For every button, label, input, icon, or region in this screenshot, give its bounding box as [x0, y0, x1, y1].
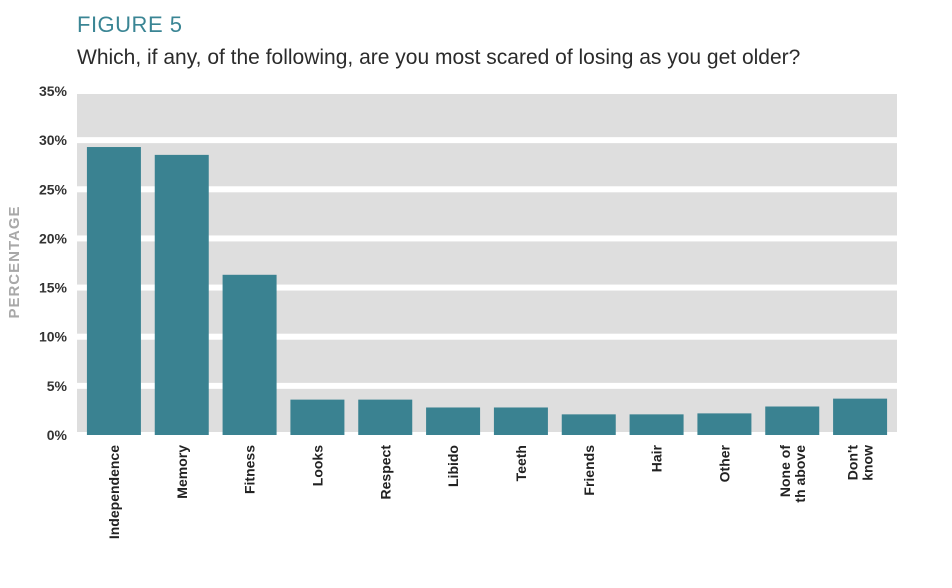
chart-title: Which, if any, of the following, are you… — [77, 46, 801, 69]
y-axis-ticks: 0% 5% 10% 15% 20% 25% 30% 35% — [39, 83, 68, 443]
x-tick-label-line: Fitness — [242, 445, 258, 494]
grid-band — [77, 192, 897, 236]
bar — [154, 154, 209, 435]
x-tick-label: Libido — [445, 445, 461, 487]
y-tick-label: 35% — [39, 83, 68, 99]
x-tick-label: Hair — [649, 444, 665, 472]
y-tick-label: 5% — [47, 378, 68, 394]
figure-label: FIGURE 5 — [77, 12, 183, 37]
x-tick-label: Respect — [377, 445, 393, 500]
y-tick-label: 25% — [39, 181, 68, 197]
x-tick-label: Friends — [581, 445, 597, 496]
x-tick-label: Independence — [106, 445, 122, 539]
bar — [222, 274, 277, 435]
x-tick-label-line: Other — [716, 444, 732, 482]
bar — [290, 399, 345, 435]
x-tick-label-line: Hair — [649, 444, 665, 472]
bar — [765, 406, 820, 435]
bar — [358, 399, 413, 435]
x-tick-label: Memory — [174, 445, 190, 499]
plot-background-bands — [77, 94, 897, 432]
x-tick-label-line: Teeth — [513, 445, 529, 481]
x-tick-label: Fitness — [242, 445, 258, 494]
bar — [493, 407, 548, 435]
grid-band — [77, 94, 897, 138]
grid-band — [77, 290, 897, 334]
x-tick-label-line: Memory — [174, 445, 190, 499]
x-tick-label: Teeth — [513, 445, 529, 481]
bars — [86, 147, 888, 435]
x-tick-label-line: Respect — [377, 445, 393, 500]
bar — [426, 407, 481, 435]
y-tick-label: 30% — [39, 132, 68, 148]
y-tick-label: 20% — [39, 230, 68, 246]
bar — [86, 147, 141, 435]
x-tick-label-line: Friends — [581, 445, 597, 496]
grid-band — [77, 388, 897, 432]
y-tick-label: 10% — [39, 329, 68, 345]
y-tick-label: 0% — [47, 427, 68, 443]
x-tick-label-line: th above — [792, 445, 808, 503]
x-tick-label-line: Don't — [845, 445, 861, 481]
x-axis-category-labels: Independence Memory Fitness Looks Respect Lib… — [106, 444, 876, 539]
y-axis-label: PERCENTAGE — [6, 205, 23, 318]
grid-band — [77, 339, 897, 383]
x-tick-label-line: Libido — [445, 445, 461, 487]
x-tick-label-line: Independence — [106, 445, 122, 539]
x-tick-label-line: Looks — [309, 445, 325, 486]
x-tick-label: Other — [716, 444, 732, 482]
x-tick-label-line: know — [860, 445, 876, 481]
x-tick-label-line: None of — [777, 445, 793, 497]
grid-band — [77, 241, 897, 285]
x-tick-label: Don't know — [845, 445, 876, 481]
grid-band — [77, 143, 897, 187]
y-tick-label: 15% — [39, 280, 68, 296]
x-tick-label: None of th above — [777, 445, 808, 503]
bar — [629, 414, 684, 435]
bar — [561, 414, 616, 435]
x-tick-label: Looks — [309, 445, 325, 486]
bar — [833, 398, 888, 435]
bar — [697, 413, 752, 435]
